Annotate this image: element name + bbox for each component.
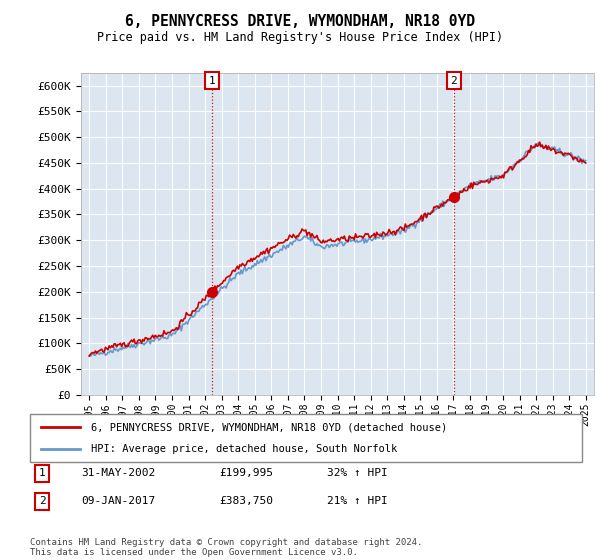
Text: 09-JAN-2017: 09-JAN-2017 (81, 496, 155, 506)
Text: 2: 2 (451, 76, 457, 86)
Text: 31-MAY-2002: 31-MAY-2002 (81, 468, 155, 478)
Text: 6, PENNYCRESS DRIVE, WYMONDHAM, NR18 0YD (detached house): 6, PENNYCRESS DRIVE, WYMONDHAM, NR18 0YD… (91, 422, 447, 432)
Text: 21% ↑ HPI: 21% ↑ HPI (327, 496, 388, 506)
Text: 2: 2 (38, 496, 46, 506)
FancyBboxPatch shape (30, 414, 582, 462)
Text: £383,750: £383,750 (219, 496, 273, 506)
Text: 32% ↑ HPI: 32% ↑ HPI (327, 468, 388, 478)
Text: 6, PENNYCRESS DRIVE, WYMONDHAM, NR18 0YD: 6, PENNYCRESS DRIVE, WYMONDHAM, NR18 0YD (125, 14, 475, 29)
Text: Price paid vs. HM Land Registry's House Price Index (HPI): Price paid vs. HM Land Registry's House … (97, 31, 503, 44)
Text: HPI: Average price, detached house, South Norfolk: HPI: Average price, detached house, Sout… (91, 444, 397, 454)
Text: 1: 1 (38, 468, 46, 478)
Text: Contains HM Land Registry data © Crown copyright and database right 2024.
This d: Contains HM Land Registry data © Crown c… (30, 538, 422, 557)
Text: £199,995: £199,995 (219, 468, 273, 478)
Text: 1: 1 (209, 76, 215, 86)
